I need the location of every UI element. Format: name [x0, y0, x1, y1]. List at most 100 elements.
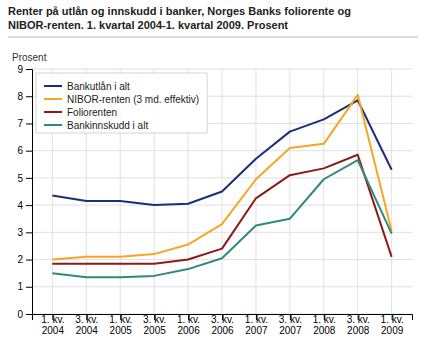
legend-swatch	[44, 124, 62, 126]
x-tick-label-line: 3. kv.	[143, 314, 166, 325]
x-tick-label: 1. kv.2005	[109, 314, 132, 336]
x-tick-label: 1. kv.2007	[245, 314, 268, 336]
x-tick: 1. kv.2009	[381, 314, 404, 336]
x-tick-label: 1. kv.2004	[41, 314, 64, 336]
y-tick-mark	[26, 96, 32, 97]
x-tick-label-line: 2005	[110, 325, 133, 336]
legend-label: Bankinnskudd i alt	[67, 120, 148, 131]
x-tick-label-line: 1. kv.	[313, 314, 336, 325]
x-tick-label-line: 1. kv.	[245, 314, 268, 325]
y-tick-mark	[26, 287, 32, 288]
legend-item: Bankutlån i alt	[44, 81, 130, 92]
legend-box	[36, 73, 207, 133]
chart-container: Renter på utlån og innskudd i banker, No…	[0, 0, 426, 354]
title-rule	[8, 37, 418, 38]
y-axis-label: Prosent	[12, 52, 47, 63]
y-tick-label: 2	[17, 254, 23, 265]
chart-svg: Renter på utlån og innskudd i banker, No…	[0, 0, 426, 354]
x-tick: 1. kv.2004	[41, 314, 64, 336]
x-tick-label: 3. kv.2006	[211, 314, 234, 336]
x-tick-label: 3. kv.2004	[75, 314, 98, 336]
y-axis-line	[26, 70, 33, 315]
x-tick: 1. kv.2007	[245, 314, 268, 336]
y-tick-mark	[26, 314, 32, 315]
x-tick-label-line: 1. kv.	[41, 314, 64, 325]
x-tick: 1. kv.2008	[313, 314, 336, 336]
x-tick-label-line: 3. kv.	[211, 314, 234, 325]
legend: Bankutlån i alt NIBOR-renten (3 md. effek…	[36, 73, 207, 133]
y-tick: 9	[17, 64, 32, 75]
plot: 01234567891. kv.20043. kv.20041. kv.2005…	[17, 64, 412, 336]
legend-label: Bankutlån i alt	[67, 81, 130, 92]
x-tick-label-line: 2007	[245, 325, 268, 336]
x-tick: 1. kv.2005	[109, 314, 132, 336]
x-tick: 1. kv.2006	[177, 314, 200, 336]
y-tick-label: 4	[17, 200, 23, 211]
legend-swatch	[44, 85, 62, 87]
series-line	[52, 100, 391, 205]
legend-item: Foliorenten	[44, 107, 117, 118]
title: Renter på utlån og innskudd i banker, No…	[8, 5, 351, 17]
y-tick-label: 9	[17, 64, 23, 75]
y-tick-mark	[26, 151, 32, 152]
series-line	[52, 155, 391, 264]
x-tick: 3. kv.2006	[211, 314, 234, 336]
x-tick-label-line: 1. kv.	[109, 314, 132, 325]
x-tick-label-line: 2008	[347, 325, 370, 336]
x-tick-label: 1. kv.2009	[381, 314, 404, 336]
y-tick-label: 8	[17, 91, 23, 102]
series-line	[52, 95, 391, 260]
x-grid-line	[289, 69, 290, 314]
x-tick-label-line: 3. kv.	[347, 314, 370, 325]
legend-label: NIBOR-renten (3 md. effektiv)	[67, 94, 199, 105]
y-tick-mark	[26, 205, 32, 206]
y-tick-label: 1	[17, 281, 23, 292]
x-tick-label-line: 2008	[313, 325, 336, 336]
x-tick-label-line: 3. kv.	[75, 314, 98, 325]
y-tick-mark	[26, 260, 32, 261]
y-tick: 5	[17, 173, 32, 184]
y-tick: 8	[17, 91, 32, 102]
y-tick: 2	[17, 254, 32, 265]
x-tick: 3. kv.2007	[279, 314, 302, 336]
x-tick-label-line: 1. kv.	[381, 314, 404, 325]
y-tick: 1	[17, 281, 32, 292]
series-line	[52, 160, 391, 277]
x-grid-line	[255, 69, 256, 314]
x-tick-label: 1. kv.2008	[313, 314, 336, 336]
legend-items: Bankutlån i alt NIBOR-renten (3 md. effek…	[44, 81, 199, 131]
x-tick: 3. kv.2008	[347, 314, 370, 336]
x-tick-label-line: 1. kv.	[177, 314, 200, 325]
y-tick: 0	[17, 309, 32, 320]
legend-label: Foliorenten	[67, 107, 117, 118]
y-tick: 6	[17, 145, 32, 156]
x-tick: 3. kv.2004	[75, 314, 98, 336]
y-tick: 4	[17, 200, 32, 211]
x-grid-line	[323, 69, 324, 314]
y-tick-label: 0	[17, 309, 23, 320]
x-tick-label-line: 2009	[381, 325, 404, 336]
x-axis: 1. kv.20043. kv.20041. kv.20053. kv.2005…	[33, 314, 413, 336]
legend-swatch	[44, 111, 62, 113]
y-tick-mark	[26, 232, 32, 233]
grid	[32, 69, 412, 314]
x-tick-label: 1. kv.2006	[177, 314, 200, 336]
x-tick-label-line: 2006	[211, 325, 234, 336]
x-tick-label: 3. kv.2007	[279, 314, 302, 336]
y-tick-label: 3	[17, 227, 23, 238]
y-tick-label: 5	[17, 173, 23, 184]
x-tick-label-line: 2004	[76, 325, 99, 336]
y-tick-label: 7	[17, 118, 23, 129]
x-tick-label: 3. kv.2008	[347, 314, 370, 336]
title: NIBOR-renten. 1. kvartal 2004-1. kvartal…	[8, 19, 288, 31]
y-tick: 7	[17, 118, 32, 129]
legend-item: NIBOR-renten (3 md. effektiv)	[44, 94, 199, 105]
x-tick-label-line: 2006	[177, 325, 200, 336]
x-tick-label: 3. kv.2005	[143, 314, 166, 336]
legend-item: Bankinnskudd i alt	[44, 120, 148, 131]
y-tick-mark	[26, 69, 32, 70]
legend-swatch	[44, 98, 62, 100]
y-tick-mark	[26, 123, 32, 124]
x-tick-label-line: 2007	[279, 325, 302, 336]
x-tick-label-line: 2005	[144, 325, 167, 336]
